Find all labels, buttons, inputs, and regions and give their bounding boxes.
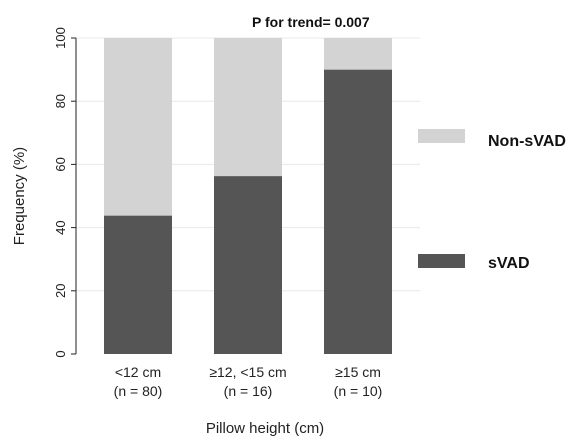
y-tick-label-100: 100	[53, 27, 68, 49]
y-tick-label-60: 60	[53, 157, 68, 171]
legend-label-non-svad: Non-sVAD	[488, 133, 566, 150]
x-category-note-2: (n = 10)	[334, 383, 383, 399]
x-category-note-1: (n = 16)	[224, 383, 273, 399]
x-category-label-0: <12 cm	[115, 364, 161, 380]
legend-label-svad: sVAD	[488, 255, 530, 272]
x-category-label-1: ≥12, <15 cm	[209, 364, 286, 380]
y-axis-ticks: 0 20 40 60 80 100	[53, 27, 76, 358]
y-axis-label: Frequency (%)	[11, 147, 28, 245]
bar-non-svad-1	[214, 38, 282, 177]
x-category-note-0: (n = 80)	[114, 383, 163, 399]
y-tick-label-80: 80	[53, 94, 68, 108]
legend-swatch-svad	[418, 254, 465, 268]
legend: Non-sVAD sVAD	[418, 129, 566, 272]
x-axis-categories: <12 cm (n = 80) ≥12, <15 cm (n = 16) ≥15 cm (…	[114, 364, 383, 399]
x-axis-label: Pillow height (cm)	[206, 420, 324, 437]
bar-non-svad-0	[104, 38, 172, 216]
y-tick-label-20: 20	[53, 284, 68, 298]
y-tick-label-0: 0	[53, 350, 68, 357]
bar-svad-2	[324, 69, 392, 354]
x-category-label-2: ≥15 cm	[335, 364, 381, 380]
y-tick-label-40: 40	[53, 220, 68, 234]
legend-swatch-non-svad	[418, 129, 465, 143]
bars	[104, 38, 392, 354]
bar-svad-1	[214, 176, 282, 354]
bar-svad-0	[104, 215, 172, 354]
trend-annotation: P for trend= 0.007	[252, 14, 370, 30]
bar-non-svad-2	[324, 38, 392, 70]
